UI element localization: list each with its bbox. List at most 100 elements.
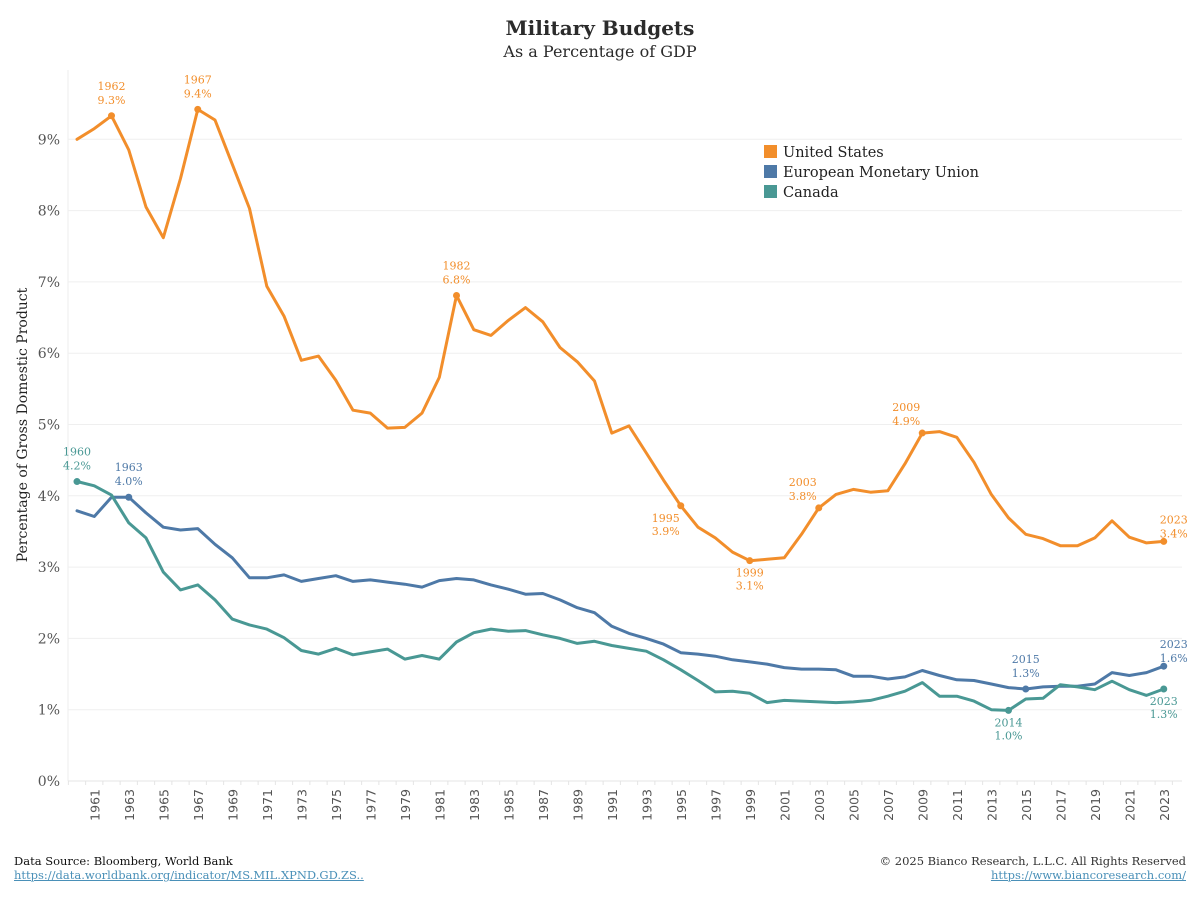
x-tick-label: 1965: [156, 789, 171, 821]
annotation-value: 1.3%: [1012, 667, 1040, 680]
x-tick-label: 2003: [812, 789, 827, 821]
annotation-value: 6.8%: [443, 273, 471, 286]
x-tick-label: 1995: [674, 789, 689, 821]
annotation-year: 2023: [1160, 513, 1188, 526]
chart-subtitle: As a Percentage of GDP: [503, 42, 697, 61]
x-tick-label: 1971: [260, 789, 275, 821]
annotation-value: 1.3%: [1150, 708, 1178, 721]
annotation-marker: [1160, 685, 1168, 693]
x-tick-label: 2001: [777, 789, 792, 821]
annotation-year: 1982: [443, 259, 471, 272]
x-tick-label: 1969: [225, 789, 240, 821]
x-tick-label: 2017: [1053, 789, 1068, 821]
annotation-marker: [73, 478, 81, 486]
annotation-year: 2014: [995, 716, 1023, 729]
x-tick-label: 1973: [294, 789, 309, 821]
y-tick-label: 6%: [38, 346, 60, 362]
annotation-value: 3.9%: [652, 525, 680, 538]
legend-label: European Monetary Union: [783, 165, 979, 181]
y-tick-label: 0%: [38, 774, 60, 790]
annotation-year: 2009: [892, 401, 920, 414]
annotation-value: 1.0%: [995, 729, 1023, 742]
x-axis: 1961 1963 1965 1967 1969 1971 1973 1975 1977 1979…: [67, 781, 1173, 821]
y-tick-label: 7%: [38, 275, 60, 291]
y-tick-label: 2%: [38, 631, 60, 647]
data-source-label: Data Source: Bloomberg, World Bank: [14, 854, 233, 868]
annotation-marker: [746, 557, 754, 565]
annotation-marker: [125, 493, 133, 501]
series-line-united-states: [75, 107, 1166, 563]
x-tick-label: 2023: [1157, 789, 1172, 821]
x-tick-label: 2005: [846, 789, 861, 821]
x-tick-label: 1991: [605, 789, 620, 821]
x-tick-label: 1983: [467, 789, 482, 821]
y-tick-label: 5%: [38, 418, 60, 434]
series-line-canada: [75, 480, 1166, 712]
annotation-value: 4.9%: [892, 415, 920, 428]
gridlines: [67, 70, 1182, 782]
y-axis-label: Percentage of Gross Domestic Product: [15, 287, 31, 562]
annotation-value: 4.2%: [63, 460, 91, 473]
series-lines: [75, 107, 1166, 712]
annotation-value: 3.8%: [789, 490, 817, 503]
annotation-marker: [1022, 685, 1030, 693]
y-tick-label: 9%: [38, 132, 60, 148]
legend-swatch: [764, 185, 777, 198]
x-tick-label: 1979: [398, 789, 413, 821]
annotation-marker: [1005, 706, 1012, 714]
annotation-year: 2023: [1160, 638, 1188, 651]
copyright-text: © 2025 Bianco Research, L.L.C. All Right…: [879, 854, 1186, 868]
annotation-year: 1967: [184, 73, 212, 86]
x-tick-label: 1975: [329, 789, 344, 821]
x-tick-label: 2007: [881, 789, 896, 821]
annotation-year: 2023: [1150, 695, 1178, 708]
y-tick-label: 8%: [38, 204, 60, 220]
data-source-link[interactable]: https://data.worldbank.org/indicator/MS.…: [14, 868, 364, 882]
annotation-year: 1960: [63, 446, 91, 459]
x-tick-label: 2021: [1122, 789, 1137, 821]
annotation-year: 1962: [98, 80, 126, 93]
annotation-marker: [1160, 537, 1168, 545]
x-tick-label: 1981: [432, 789, 447, 821]
x-tick-label: 1987: [536, 789, 551, 821]
annotation-marker: [1160, 662, 1168, 670]
legend-swatch: [764, 165, 777, 178]
footer-source: Data Source: Bloomberg, World Bank https…: [14, 854, 364, 882]
x-tick-label: 2019: [1088, 789, 1103, 821]
x-tick-label: 1997: [708, 789, 723, 821]
legend-swatch: [764, 145, 777, 158]
website-link[interactable]: https://www.biancoresearch.com/: [990, 868, 1186, 882]
x-tick-label: 1961: [87, 789, 102, 821]
y-tick-label: 1%: [38, 703, 60, 719]
x-tick-label: 1963: [122, 789, 137, 821]
annotation-value: 3.1%: [736, 580, 764, 593]
y-tick-label: 4%: [38, 489, 60, 505]
annotation-marker: [194, 105, 202, 113]
annotation-value: 9.3%: [98, 94, 126, 107]
series-line-european-monetary-union: [75, 495, 1166, 691]
annotation-marker: [677, 502, 685, 510]
annotation-marker: [815, 504, 823, 512]
x-tick-label: 1989: [570, 789, 585, 821]
x-tick-label: 2013: [984, 789, 999, 821]
footer-copyright: © 2025 Bianco Research, L.L.C. All Right…: [880, 854, 1186, 882]
x-tick-label: 1993: [639, 789, 654, 821]
x-tick-label: 1999: [743, 789, 758, 821]
annotation-year: 2003: [789, 476, 817, 489]
annotation-value: 1.6%: [1160, 652, 1188, 665]
chart-title: Military Budgets: [505, 16, 695, 40]
annotation-marker: [918, 429, 926, 437]
legend: United States European Monetary Union Cana…: [764, 145, 979, 201]
x-tick-label: 1967: [191, 789, 206, 821]
annotation-value: 3.4%: [1160, 527, 1188, 540]
annotation-year: 2015: [1012, 653, 1040, 666]
annotation-value: 9.4%: [184, 87, 212, 100]
annotation-year: 1963: [115, 461, 143, 474]
x-tick-label: 2009: [915, 789, 930, 821]
legend-label: United States: [783, 145, 884, 161]
annotation-marker: [453, 291, 460, 299]
x-tick-label: 2015: [1019, 789, 1034, 821]
x-tick-label: 2011: [950, 789, 965, 821]
